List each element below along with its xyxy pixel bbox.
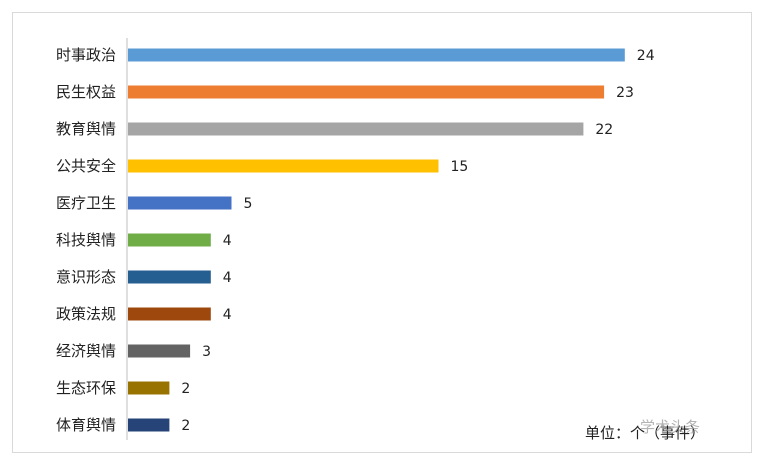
bar: [128, 418, 170, 432]
category-label: 教育舆情: [56, 120, 116, 138]
data-label: 22: [595, 122, 613, 138]
bar: [128, 48, 625, 62]
bar: [128, 270, 211, 284]
unit-label: 单位：个（事件）: [585, 424, 706, 442]
category-label: 公共安全: [56, 157, 116, 175]
bar: [128, 159, 439, 173]
category-label: 意识形态: [56, 268, 116, 286]
data-label: 4: [223, 270, 232, 286]
category-label: 经济舆情: [56, 342, 116, 360]
category-label: 时事政治: [56, 46, 116, 64]
category-label: 民生权益: [56, 83, 116, 101]
data-label: 2: [181, 381, 190, 397]
data-label: 4: [223, 233, 232, 249]
bar: [128, 85, 605, 99]
data-label: 4: [223, 307, 232, 323]
bar: [128, 307, 211, 321]
category-label: 医疗卫生: [56, 194, 116, 212]
data-label: 3: [202, 344, 211, 360]
bar: [128, 381, 170, 395]
category-labels-group: 时事政治民生权益教育舆情公共安全医疗卫生科技舆情意识形态政策法规经济舆情生态环保…: [56, 46, 116, 434]
bar: [128, 122, 584, 136]
data-label: 23: [616, 85, 634, 101]
data-label: 5: [244, 196, 253, 212]
category-label: 科技舆情: [56, 231, 116, 249]
watermark: 学术头条: [640, 418, 701, 436]
data-label: 15: [451, 159, 469, 175]
bar: [128, 233, 211, 247]
category-label: 政策法规: [56, 305, 116, 323]
category-label: 生态环保: [56, 379, 116, 397]
bar: [128, 196, 232, 210]
bar: [128, 344, 191, 358]
data-label: 24: [637, 48, 655, 64]
bars-group: [128, 48, 625, 432]
data-label: 2: [181, 418, 190, 434]
category-label: 体育舆情: [56, 416, 116, 434]
